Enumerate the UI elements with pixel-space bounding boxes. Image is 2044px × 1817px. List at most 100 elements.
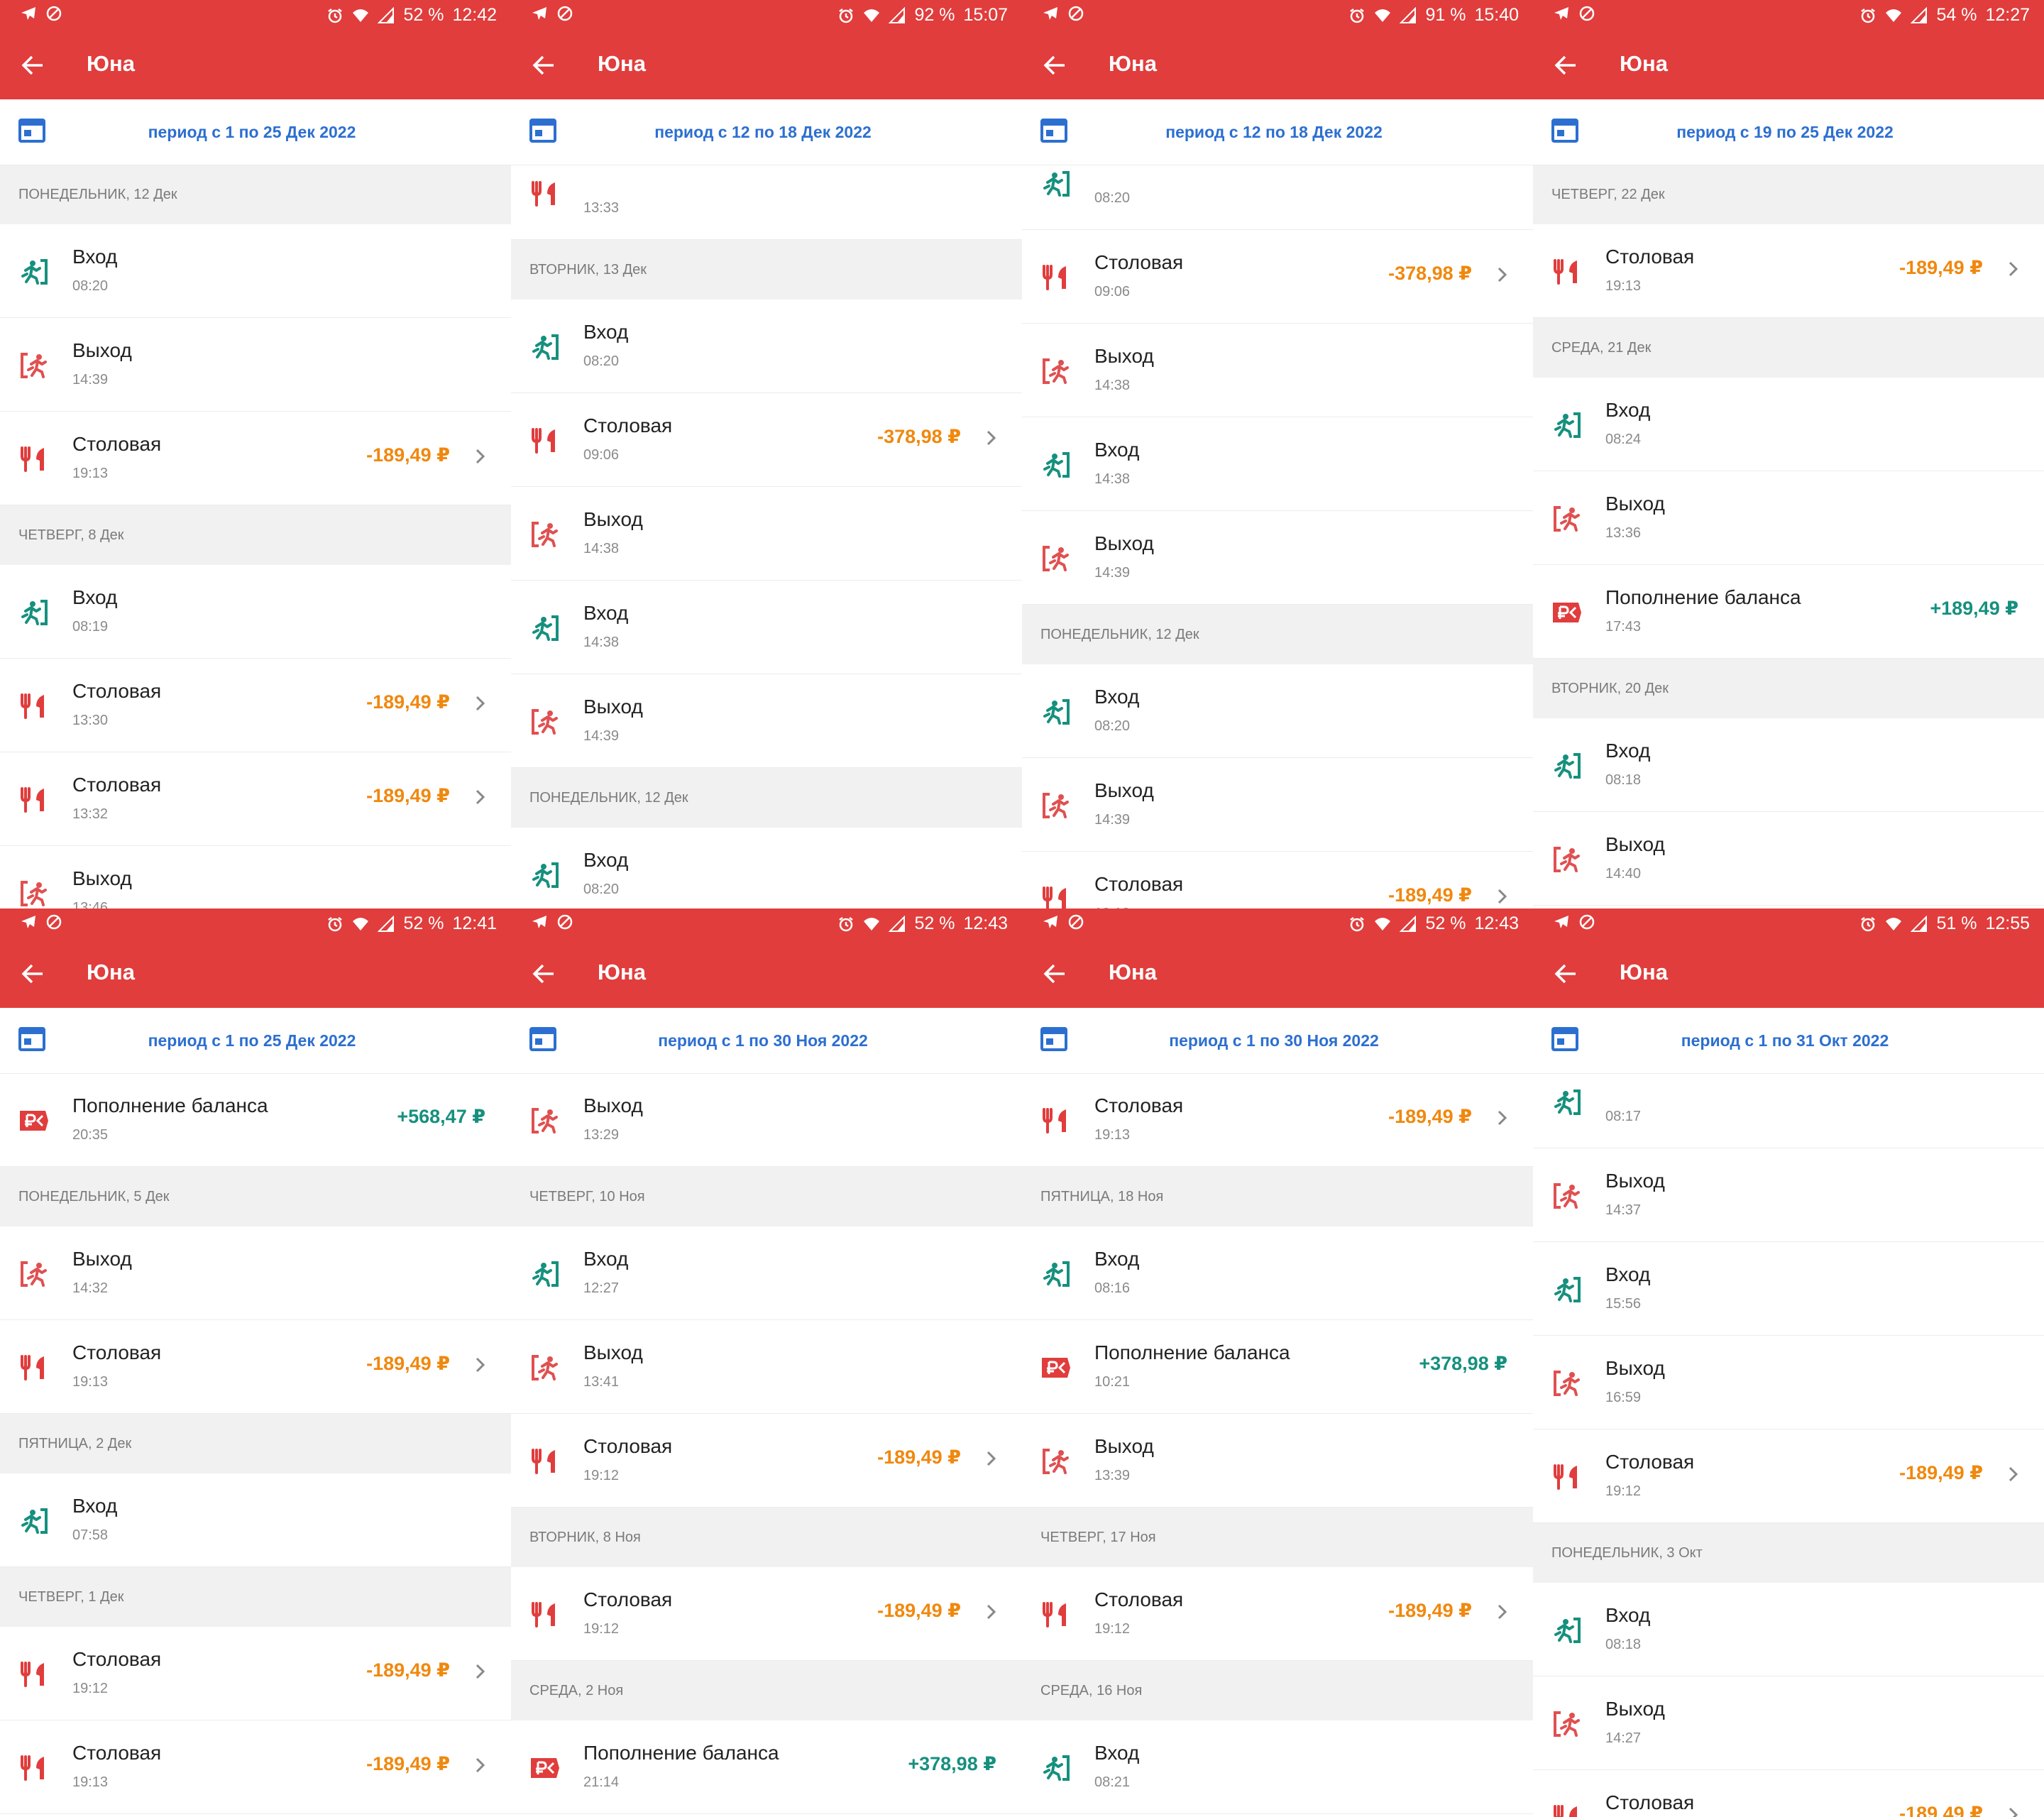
chevron-right-icon[interactable] <box>474 1354 487 1376</box>
calendar-icon[interactable] <box>1551 1026 1578 1052</box>
period-selector[interactable]: период с 12 по 18 Дек 2022 <box>1022 99 1533 165</box>
period-selector[interactable]: период с 1 по 25 Дек 2022 <box>0 99 511 165</box>
phone-screen: 52 % 12:43 Юна период с 1 по 30 Ноя 2022 Сто… <box>1022 908 1533 1817</box>
event-amount: -189,49 ₽ <box>877 1600 961 1621</box>
chevron-right-icon[interactable] <box>1496 886 1509 907</box>
period-selector[interactable]: период с 1 по 31 Окт 2022 <box>1533 1008 2044 1074</box>
day-header: ПОНЕДЕЛЬНИК, 3 Окт <box>1533 1523 2044 1583</box>
event-row-canteen[interactable]: Столовая 19:13 -189,49 ₽ <box>1533 224 2044 318</box>
event-title: Столовая <box>72 1648 162 1670</box>
event-time: 14:38 <box>1094 471 1131 487</box>
signal-icon <box>378 915 395 933</box>
period-label[interactable]: период с 1 по 30 Ноя 2022 <box>658 1031 868 1050</box>
event-row-canteen[interactable]: Столовая 19:13 -189,49 ₽ <box>0 1720 511 1814</box>
period-label[interactable]: период с 19 по 25 Дек 2022 <box>1676 123 1894 141</box>
event-row-enter: Вход 08:20 <box>511 300 1022 393</box>
event-title: Пополнение баланса <box>583 1742 779 1764</box>
event-title: Вход <box>1605 399 1651 421</box>
period-label[interactable]: период с 1 по 25 Дек 2022 <box>148 123 356 141</box>
event-title: Столовая <box>72 680 162 702</box>
event-time: 09:06 <box>583 447 620 463</box>
period-selector[interactable]: период с 1 по 30 Ноя 2022 <box>1022 1008 1533 1074</box>
event-title: Вход <box>1094 686 1140 708</box>
back-arrow-icon[interactable] <box>1042 53 1067 78</box>
chevron-right-icon[interactable] <box>985 1448 998 1469</box>
period-selector[interactable]: период с 1 по 30 Ноя 2022 <box>511 1008 1022 1074</box>
back-arrow-icon[interactable] <box>531 961 556 987</box>
calendar-icon[interactable] <box>1551 118 1578 143</box>
status-right-icons: 54 % 12:27 <box>1859 5 2030 26</box>
chevron-right-icon[interactable] <box>2007 258 2020 280</box>
chevron-right-icon[interactable] <box>474 786 487 808</box>
event-row-canteen[interactable]: Столовая 13:30 -189,49 ₽ <box>0 659 511 752</box>
event-row-canteen[interactable]: Столовая 19:13 -189,49 ₽ <box>1022 852 1533 908</box>
enter-door-icon <box>528 1257 562 1291</box>
status-left-icons <box>20 913 62 931</box>
calendar-icon[interactable] <box>1040 1026 1067 1052</box>
event-title: Выход <box>72 339 132 361</box>
calendar-icon[interactable] <box>529 118 556 143</box>
event-time: 13:29 <box>583 1127 620 1143</box>
period-selector[interactable]: период с 1 по 25 Дек 2022 <box>0 1008 511 1074</box>
status-left-icons <box>1042 5 1084 22</box>
chevron-right-icon[interactable] <box>2007 1464 2020 1485</box>
calendar-icon[interactable] <box>18 118 45 143</box>
event-title: Выход <box>1605 1170 1665 1192</box>
period-label[interactable]: период с 12 по 18 Дек 2022 <box>654 123 872 141</box>
period-label[interactable]: период с 1 по 31 Окт 2022 <box>1681 1031 1889 1050</box>
alarm-icon <box>1859 7 1877 24</box>
chevron-right-icon[interactable] <box>1496 1601 1509 1623</box>
calendar-icon[interactable] <box>1040 118 1067 143</box>
chevron-right-icon[interactable] <box>1496 264 1509 285</box>
back-arrow-icon[interactable] <box>20 961 45 987</box>
chevron-right-icon[interactable] <box>474 1661 487 1682</box>
event-amount: -378,98 ₽ <box>1388 263 1472 284</box>
event-row-canteen[interactable]: Столовая 13:32 -189,49 ₽ <box>0 752 511 846</box>
chevron-right-icon[interactable] <box>474 446 487 467</box>
period-selector[interactable]: период с 12 по 18 Дек 2022 <box>511 99 1022 165</box>
event-row-exit: Выход 14:39 <box>1022 758 1533 852</box>
chevron-right-icon[interactable] <box>2007 1804 2020 1817</box>
event-row-canteen[interactable]: Столовая 09:06 -378,98 ₽ <box>511 393 1022 487</box>
telegram-icon <box>1553 913 1570 931</box>
status-bar: 92 % 15:07 <box>511 0 1022 31</box>
event-row-canteen[interactable]: Столовая 19:13 -189,49 ₽ <box>0 1320 511 1414</box>
page-title: Юна <box>598 51 646 76</box>
chevron-right-icon[interactable] <box>1496 1107 1509 1129</box>
event-row-canteen[interactable]: Столовая 19:13 -189,49 ₽ <box>1022 1073 1533 1167</box>
event-title: Выход <box>583 1341 643 1363</box>
event-time: 13:32 <box>72 806 109 822</box>
calendar-icon[interactable] <box>18 1026 45 1052</box>
chevron-right-icon[interactable] <box>985 1601 998 1623</box>
chevron-right-icon[interactable] <box>474 693 487 714</box>
back-arrow-icon[interactable] <box>1042 961 1067 987</box>
event-row-canteen[interactable]: Столовая 09:06 -378,98 ₽ <box>1022 230 1533 324</box>
back-arrow-icon[interactable] <box>1553 53 1578 78</box>
status-right-icons: 52 % 12:42 <box>326 5 497 26</box>
phone-screen: 52 % 12:43 Юна период с 1 по 30 Ноя 2022 Вых… <box>511 908 1022 1817</box>
event-row-exit: Выход 13:41 <box>511 1320 1022 1414</box>
event-time: 08:20 <box>1094 718 1131 734</box>
calendar-icon[interactable] <box>529 1026 556 1052</box>
back-arrow-icon[interactable] <box>1553 961 1578 987</box>
event-row-enter: Вход 12:27 <box>511 1226 1022 1320</box>
chevron-right-icon[interactable] <box>985 427 998 449</box>
period-label[interactable]: период с 1 по 30 Ноя 2022 <box>1169 1031 1379 1050</box>
period-selector[interactable]: период с 19 по 25 Дек 2022 <box>1533 99 2044 165</box>
period-label[interactable]: период с 12 по 18 Дек 2022 <box>1165 123 1383 141</box>
event-row-exit: Выход 14:37 <box>1533 1148 2044 1242</box>
back-arrow-icon[interactable] <box>20 53 45 78</box>
event-row-canteen[interactable]: Столовая 19:13 -189,49 ₽ <box>0 412 511 505</box>
chevron-right-icon[interactable] <box>474 1755 487 1776</box>
period-label[interactable]: период с 1 по 25 Дек 2022 <box>148 1031 356 1050</box>
back-arrow-icon[interactable] <box>531 53 556 78</box>
alarm-icon <box>1859 916 1877 933</box>
signal-icon <box>1400 915 1417 933</box>
day-header: ПОНЕДЕЛЬНИК, 12 Дек <box>0 165 511 224</box>
